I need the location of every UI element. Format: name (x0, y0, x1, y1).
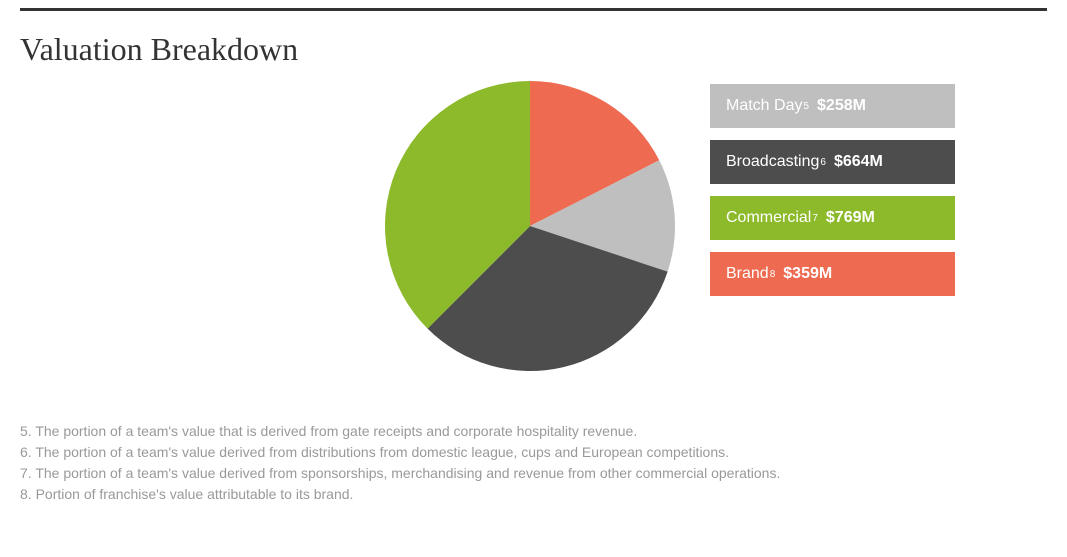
pie-chart (380, 76, 680, 381)
legend-footnote-ref: 6 (820, 157, 826, 168)
legend-item-commercial: Commercial7 $769M (710, 196, 955, 240)
legend-item-brand: Brand8 $359M (710, 252, 955, 296)
footnotes: 5. The portion of a team's value that is… (20, 421, 1047, 505)
footnote: 8. Portion of franchise's value attribut… (20, 484, 1047, 505)
legend-name: Match Day (726, 97, 802, 115)
pie-svg (380, 76, 680, 376)
top-rule (20, 8, 1047, 11)
legend-value: $769M (826, 209, 875, 227)
footnote: 5. The portion of a team's value that is… (20, 421, 1047, 442)
legend-name: Brand (726, 265, 769, 283)
legend-footnote-ref: 8 (770, 269, 776, 280)
legend-value: $664M (834, 153, 883, 171)
legend-name: Commercial (726, 209, 811, 227)
legend-name: Broadcasting (726, 153, 819, 171)
footnote: 6. The portion of a team's value derived… (20, 442, 1047, 463)
legend-footnote-ref: 7 (812, 213, 818, 224)
legend-item-match_day: Match Day5 $258M (710, 84, 955, 128)
legend-value: $258M (817, 97, 866, 115)
footnote: 7. The portion of a team's value derived… (20, 463, 1047, 484)
legend-value: $359M (783, 265, 832, 283)
legend: Match Day5 $258M Broadcasting6 $664M Comme… (710, 84, 955, 296)
legend-footnote-ref: 5 (803, 101, 809, 112)
legend-item-broadcasting: Broadcasting6 $664M (710, 140, 955, 184)
content-row: Match Day5 $258M Broadcasting6 $664M Comme… (20, 76, 1047, 381)
page-title: Valuation Breakdown (20, 31, 1047, 68)
